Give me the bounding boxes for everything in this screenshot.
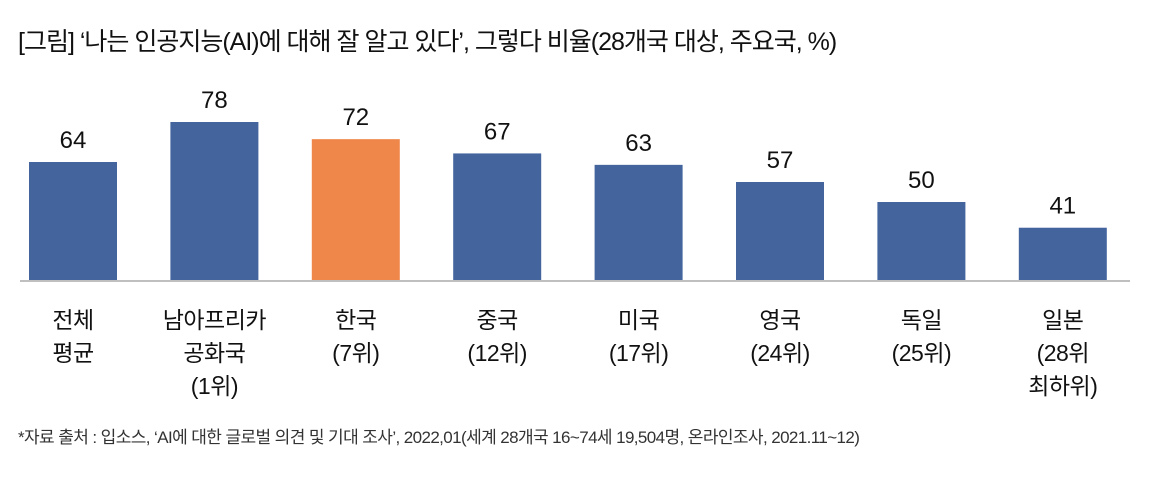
category-label: 미국 (17위)	[608, 307, 669, 366]
bar	[311, 139, 400, 280]
bar	[29, 162, 117, 280]
data-label: 72	[342, 104, 369, 131]
category-label: 일본 (28위 최하위)	[1028, 307, 1098, 399]
data-label: 64	[60, 127, 87, 154]
category-label: 남아프리카 공화국 (1위)	[162, 307, 267, 399]
category-label: 한국 (7위)	[332, 307, 380, 366]
bar	[594, 164, 683, 280]
data-label: 78	[201, 87, 228, 114]
data-label: 57	[767, 147, 794, 174]
data-label: 67	[484, 118, 511, 145]
bar	[877, 202, 966, 280]
source-note: *자료 출처 : 입소스, ‘AI에 대한 글로벌 의견 및 기대 조사’, 2…	[18, 428, 860, 447]
category-label: 중국 (12위)	[467, 307, 527, 366]
bar	[1018, 227, 1107, 280]
data-label: 41	[1049, 193, 1076, 220]
category-label: 영국 (24위)	[750, 307, 810, 366]
bar	[453, 153, 542, 280]
chart-title: [그림] ‘나는 인공지능(AI)에 대해 잘 알고 있다’, 그렇다 비율(2…	[18, 28, 837, 56]
bar	[736, 182, 824, 280]
data-label: 63	[625, 130, 652, 157]
bar	[170, 122, 259, 280]
category-label: 독일 (25위)	[891, 307, 952, 366]
data-label: 50	[908, 167, 935, 194]
category-label: 전체 평균	[52, 307, 94, 366]
